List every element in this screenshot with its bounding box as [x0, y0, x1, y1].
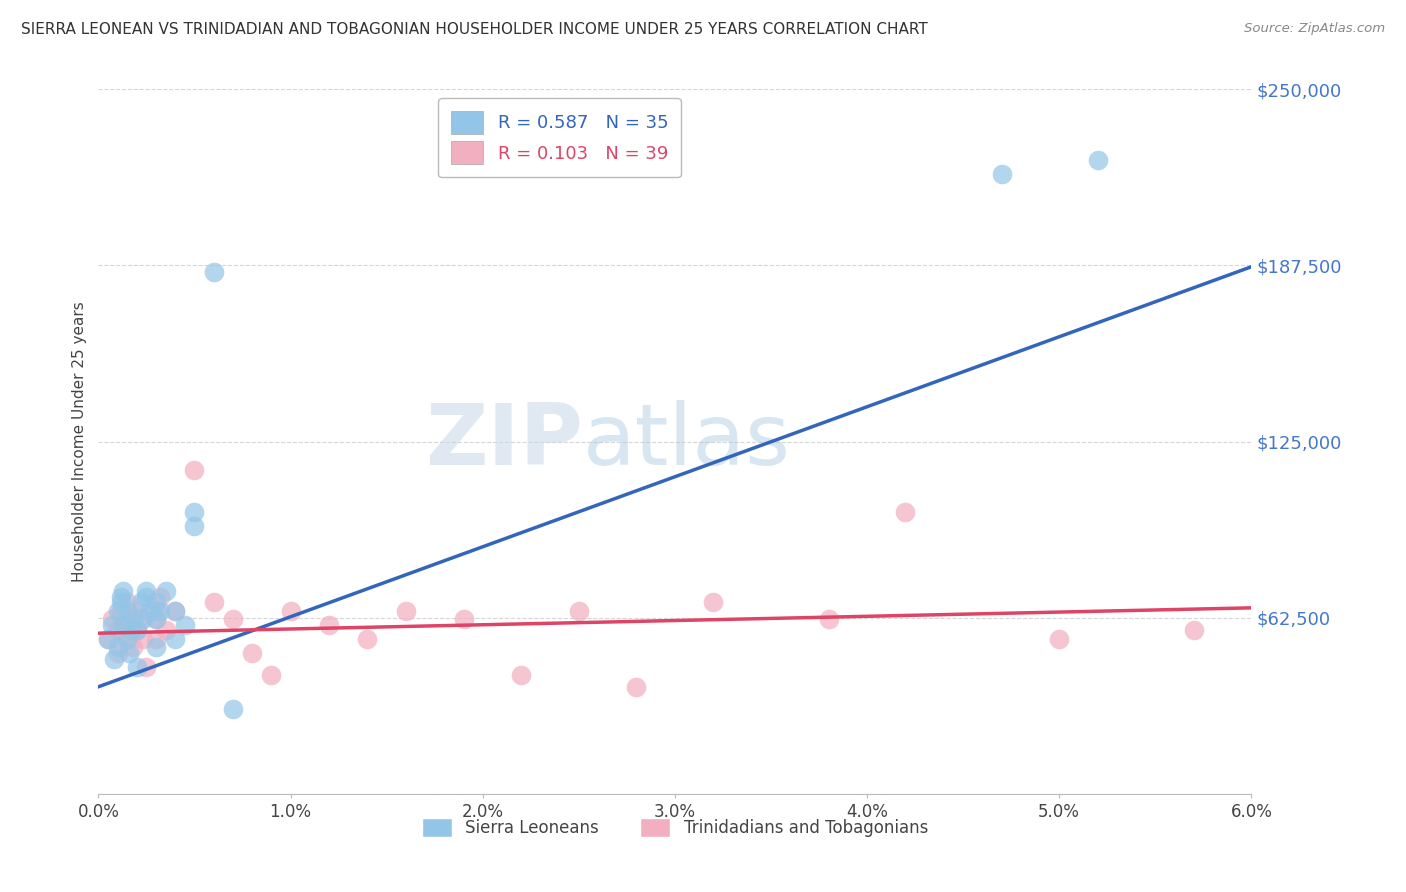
Point [129, 612, 152, 626]
Point [135, 590, 157, 604]
Point [122, 640, 145, 655]
Point [183, 463, 205, 477]
Point [131, 632, 153, 646]
Text: SIERRA LEONEAN VS TRINIDADIAN AND TOBAGONIAN HOUSEHOLDER INCOME UNDER 25 YEARS C: SIERRA LEONEAN VS TRINIDADIAN AND TOBAGO… [21, 22, 928, 37]
Point [117, 632, 139, 646]
Point [202, 265, 225, 279]
Point [135, 660, 157, 674]
Point [165, 604, 187, 618]
Point [145, 595, 167, 609]
Point [356, 632, 378, 646]
Point [131, 612, 153, 626]
Point [125, 624, 148, 638]
Point [1182, 624, 1205, 638]
Point [107, 624, 129, 638]
Point [118, 646, 141, 660]
Point [107, 604, 129, 618]
Point [145, 612, 167, 626]
Point [125, 604, 148, 618]
Point [122, 612, 145, 626]
Point [129, 595, 152, 609]
Point [318, 617, 340, 632]
Point [103, 651, 125, 665]
Text: ZIP: ZIP [425, 400, 582, 483]
Point [112, 583, 135, 598]
Point [139, 604, 162, 618]
Point [990, 167, 1012, 181]
Point [240, 646, 263, 660]
Point [145, 632, 167, 646]
Point [817, 612, 839, 626]
Point [626, 680, 648, 694]
Point [97, 632, 120, 646]
Point [1047, 632, 1070, 646]
Point [395, 604, 418, 618]
Point [149, 604, 172, 618]
Point [165, 604, 187, 618]
Point [107, 646, 129, 660]
Point [135, 583, 157, 598]
Point [145, 612, 167, 626]
Legend: Sierra Leoneans, Trinidadians and Tobagonians: Sierra Leoneans, Trinidadians and Tobago… [413, 810, 936, 846]
Point [117, 632, 139, 646]
Point [165, 632, 187, 646]
Point [112, 617, 135, 632]
Point [260, 668, 283, 682]
Point [155, 624, 177, 638]
Point [155, 583, 177, 598]
Point [222, 702, 245, 716]
Point [174, 617, 197, 632]
Point [510, 668, 533, 682]
Y-axis label: Householder Income Under 25 years: Householder Income Under 25 years [72, 301, 87, 582]
Point [112, 617, 135, 632]
Text: Source: ZipAtlas.com: Source: ZipAtlas.com [1244, 22, 1385, 36]
Point [107, 640, 129, 655]
Point [110, 595, 132, 609]
Point [145, 604, 167, 618]
Point [183, 519, 205, 533]
Point [222, 612, 245, 626]
Point [280, 604, 302, 618]
Point [110, 604, 132, 618]
Point [120, 624, 142, 638]
Text: atlas: atlas [582, 400, 790, 483]
Point [202, 595, 225, 609]
Point [894, 505, 917, 519]
Point [101, 612, 124, 626]
Point [453, 612, 475, 626]
Point [702, 595, 724, 609]
Point [117, 604, 139, 618]
Point [117, 595, 139, 609]
Point [118, 612, 141, 626]
Point [125, 660, 148, 674]
Point [97, 632, 120, 646]
Point [110, 590, 132, 604]
Point [183, 505, 205, 519]
Point [125, 624, 148, 638]
Point [568, 604, 591, 618]
Point [145, 640, 167, 655]
Point [101, 617, 124, 632]
Point [149, 590, 172, 604]
Point [1087, 153, 1109, 167]
